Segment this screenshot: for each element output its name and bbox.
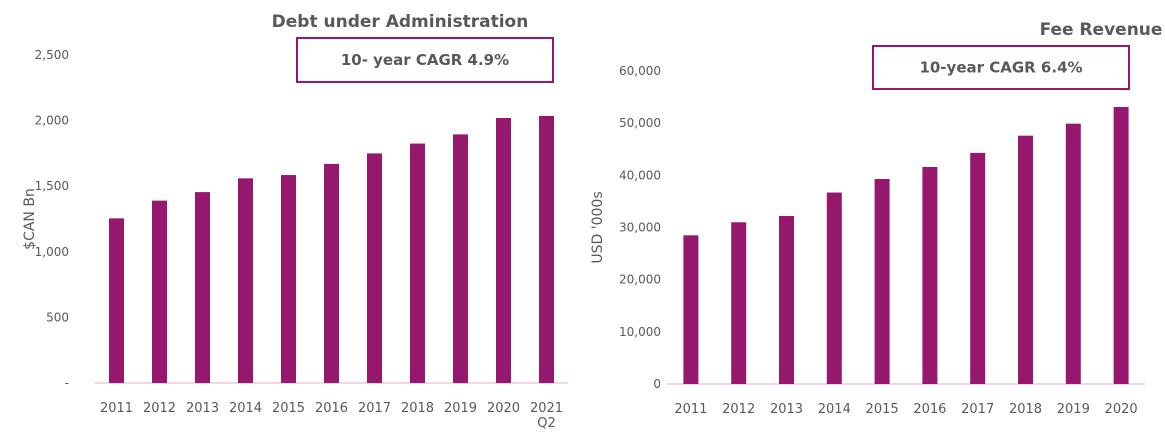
fee-y-tick-label: 20,000 (619, 273, 661, 287)
fee-bar (731, 222, 747, 384)
debt-x-tick-label: 2011 (100, 401, 133, 416)
debt-x-tick-label: 2021 (530, 401, 563, 416)
debt-x-tick-label: Q2 (537, 416, 556, 431)
fee-x-tick-label: 2020 (1105, 402, 1138, 417)
debt-chart-title: Debt under Administration (272, 12, 529, 32)
fee-bar (874, 178, 890, 384)
debt-bar (410, 143, 425, 383)
debt-bar (109, 218, 124, 383)
debt-x-tick-label: 2012 (143, 401, 176, 416)
fee-bar (970, 152, 986, 384)
fee-x-tick-label: 2018 (1009, 402, 1042, 417)
fee-bar (1065, 123, 1081, 385)
fee-bar (1018, 135, 1033, 384)
debt-y-tick-label: 2,500 (35, 48, 69, 62)
debt-under-administration-chart: Debt under Administration 10- year CAGR 4… (0, 0, 580, 431)
debt-cagr-box (296, 37, 554, 83)
fee-x-tick-label: 2012 (722, 402, 755, 417)
fee-y-tick-label: 30,000 (619, 221, 661, 235)
debt-bar (281, 175, 296, 383)
debt-bar (324, 163, 339, 383)
debt-x-tick-label: 2018 (401, 401, 434, 416)
debt-x-tick-label: 2017 (358, 401, 391, 416)
fee-revenue-chart: Fee Revenue 10-year CAGR 6.4% USD '000s 0 10… (585, 0, 1165, 431)
debt-y-tick-label: - (65, 376, 69, 390)
fee-bar (779, 216, 794, 384)
debt-bar (453, 134, 468, 383)
debt-x-tick-label: 2020 (487, 401, 520, 416)
fee-cagr-annotation: 10-year CAGR 6.4% (919, 59, 1082, 77)
debt-bar (152, 200, 167, 383)
fee-bar (1113, 106, 1129, 385)
debt-bar (496, 117, 511, 383)
fee-y-tick-label: 0 (653, 377, 661, 391)
fee-bar (826, 192, 842, 384)
debt-bar (539, 116, 554, 384)
debt-x-tick-label: 2014 (229, 401, 262, 416)
debt-y-axis-label: $CAN Bn (22, 188, 38, 250)
fee-x-tick-label: 2016 (913, 402, 946, 417)
fee-x-tick-label: 2019 (1057, 402, 1090, 417)
fee-x-tick-label: 2014 (818, 402, 851, 417)
debt-bar (238, 178, 253, 383)
fee-y-axis-label: USD '000s (590, 191, 606, 263)
fee-y-tick-label: 40,000 (619, 168, 661, 182)
debt-y-tick-label: 500 (46, 310, 69, 324)
fee-x-tick-label: 2017 (961, 402, 994, 417)
debt-x-tick-label: 2019 (444, 401, 477, 416)
debt-bar (195, 192, 210, 383)
fee-bar (683, 235, 699, 384)
debt-y-tick-label: 1,500 (35, 179, 69, 193)
fee-x-tick-label: 2011 (674, 402, 707, 417)
fee-x-tick-label: 2015 (866, 402, 899, 417)
debt-x-tick-label: 2015 (272, 401, 305, 416)
fee-y-tick-label: 60,000 (619, 64, 661, 78)
fee-chart-svg: Fee Revenue 10-year CAGR 6.4% USD '000s 0 10… (590, 20, 1163, 417)
fee-y-tick-label: 10,000 (619, 325, 661, 339)
debt-cagr-annotation: 10- year CAGR 4.9% (341, 51, 509, 69)
fee-bar (922, 166, 938, 384)
debt-x-tick-label: 2013 (186, 401, 219, 416)
fee-chart-title: Fee Revenue (1040, 20, 1163, 40)
debt-bar (367, 153, 382, 383)
fee-y-tick-label: 50,000 (619, 116, 661, 130)
debt-chart-svg: Debt under Administration 10- year CAGR 4… (22, 12, 568, 431)
debt-x-tick-label: 2016 (315, 401, 348, 416)
debt-y-tick-label: 1,000 (35, 245, 69, 259)
fee-cagr-box (872, 45, 1130, 90)
debt-y-tick-label: 2,000 (35, 114, 69, 128)
fee-x-tick-label: 2013 (770, 402, 803, 417)
